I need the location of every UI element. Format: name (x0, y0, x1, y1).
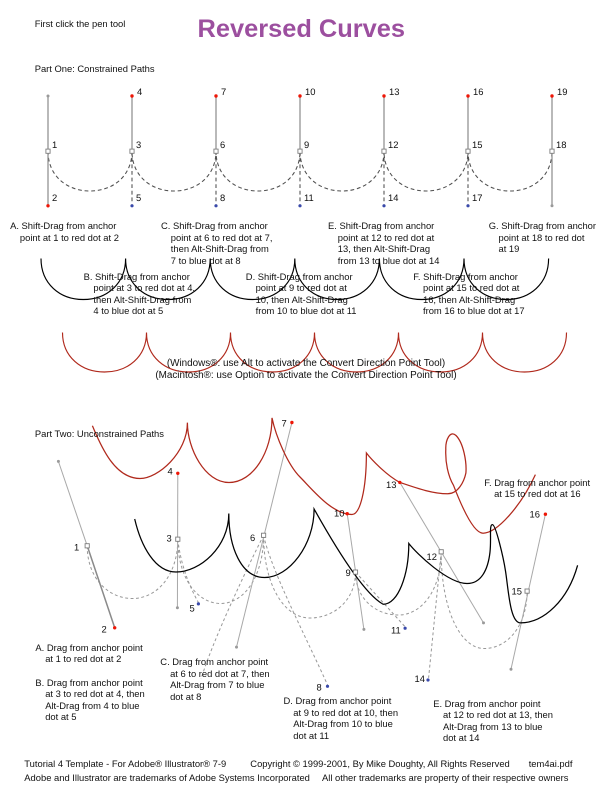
svg-text:4: 4 (168, 466, 173, 477)
svg-text:1: 1 (74, 542, 79, 553)
svg-text:19: 19 (557, 86, 567, 97)
svg-text:5: 5 (136, 192, 141, 203)
svg-text:12: 12 (427, 551, 437, 562)
svg-text:1: 1 (52, 139, 57, 150)
svg-text:14: 14 (415, 673, 425, 684)
svg-text:6: 6 (250, 532, 255, 543)
svg-text:6: 6 (220, 139, 225, 150)
svg-text:11: 11 (304, 192, 314, 203)
svg-text:2: 2 (102, 624, 107, 635)
svg-text:16: 16 (473, 86, 483, 97)
svg-text:3: 3 (167, 533, 172, 544)
svg-text:11: 11 (391, 625, 401, 636)
svg-text:16: 16 (530, 509, 540, 520)
svg-text:8: 8 (317, 682, 322, 693)
svg-text:7: 7 (221, 86, 226, 97)
svg-text:4: 4 (137, 86, 142, 97)
svg-text:5: 5 (190, 603, 195, 614)
svg-text:17: 17 (472, 192, 482, 203)
svg-text:3: 3 (136, 139, 141, 150)
svg-text:13: 13 (389, 86, 399, 97)
svg-text:8: 8 (220, 192, 225, 203)
svg-text:2: 2 (52, 192, 57, 203)
svg-text:12: 12 (388, 139, 398, 150)
svg-text:9: 9 (304, 139, 309, 150)
svg-text:14: 14 (388, 192, 398, 203)
svg-text:10: 10 (305, 86, 315, 97)
svg-text:7: 7 (282, 418, 287, 429)
svg-text:15: 15 (472, 139, 482, 150)
svg-text:13: 13 (386, 479, 396, 490)
svg-text:10: 10 (334, 508, 344, 519)
svg-text:18: 18 (556, 139, 566, 150)
svg-text:9: 9 (346, 567, 351, 578)
svg-text:15: 15 (512, 586, 522, 597)
